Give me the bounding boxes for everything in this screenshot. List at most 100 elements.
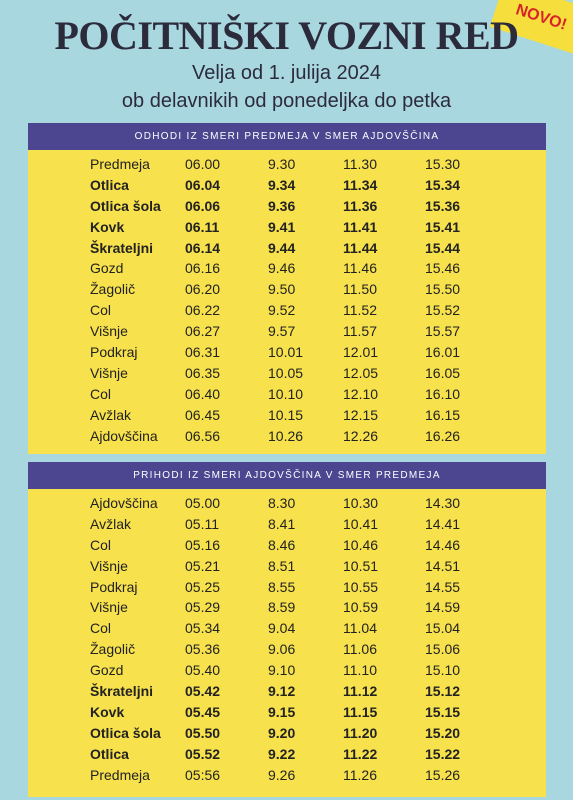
departure-time: 11.12 <box>343 683 378 700</box>
table-row: Otlica šola 06.06 9.36 11.36 15.36 <box>28 196 546 217</box>
departure-time: 11.57 <box>343 323 377 340</box>
departure-time: 06.27 <box>185 323 221 340</box>
stop-name: Avžlak <box>90 406 131 423</box>
departure-time: 14.51 <box>425 557 461 574</box>
departure-time: 15.44 <box>425 239 461 256</box>
departure-time: 10.51 <box>343 557 379 574</box>
stop-name: Avžlak <box>90 515 131 532</box>
table-row: Col 05.16 8.46 10.46 14.46 <box>28 535 546 556</box>
departure-time: 05.29 <box>185 599 221 616</box>
table-row: Avžlak 05.11 8.41 10.41 14.41 <box>28 514 546 535</box>
departure-time: 12.10 <box>343 385 379 402</box>
stop-name: Višnje <box>90 599 128 616</box>
departure-time: 06.40 <box>185 385 221 402</box>
table-row: Otlica 05.52 9.22 11.22 15.22 <box>28 744 546 765</box>
table-row: Gozd 05.40 9.10 11.10 15.10 <box>28 660 546 681</box>
departure-time: 11.06 <box>343 641 377 658</box>
stop-name: Predmeja <box>90 766 150 783</box>
table-row: Višnje 06.27 9.57 11.57 15.57 <box>28 321 546 342</box>
departure-time: 11.22 <box>343 745 378 762</box>
departure-time: 06.31 <box>185 344 221 361</box>
departure-time: 10.59 <box>343 599 379 616</box>
departure-time: 15.20 <box>425 724 461 741</box>
table-row: Otlica 06.04 9.34 11.34 15.34 <box>28 175 546 196</box>
departure-time: 12.15 <box>343 406 379 423</box>
departure-time: 9.06 <box>268 641 296 658</box>
departure-time: 10.05 <box>268 364 304 381</box>
departure-time: 06.06 <box>185 197 221 214</box>
departure-time: 06.35 <box>185 364 221 381</box>
departure-time: 8.55 <box>268 578 296 595</box>
departure-time: 10.26 <box>268 427 304 444</box>
departure-time: 11.15 <box>343 703 378 720</box>
departure-time: 15.46 <box>425 260 461 277</box>
departure-time: 16.10 <box>425 385 461 402</box>
departure-time: 11.04 <box>343 620 377 637</box>
departure-time: 8.46 <box>268 536 296 553</box>
table-row: Višnje 05.21 8.51 10.51 14.51 <box>28 556 546 577</box>
departure-time: 06.22 <box>185 302 221 319</box>
table-row: Žagolič 06.20 9.50 11.50 15.50 <box>28 279 546 300</box>
departure-time: 14.55 <box>425 578 461 595</box>
departure-time: 8.51 <box>268 557 296 574</box>
table-row: Kovk 06.11 9.41 11.41 15.41 <box>28 217 546 238</box>
departure-time: 05.21 <box>185 557 221 574</box>
departure-time: 9.10 <box>268 662 296 679</box>
stop-name: Col <box>90 385 112 402</box>
departure-time: 06.45 <box>185 406 221 423</box>
departure-time: 15.50 <box>425 281 461 298</box>
departure-time: 15.41 <box>425 218 461 235</box>
departure-time: 10.30 <box>343 495 379 511</box>
stop-name: Višnje <box>90 557 128 574</box>
departure-time: 12.05 <box>343 364 379 381</box>
departure-time: 12.26 <box>343 427 379 444</box>
departure-time: 11.52 <box>343 302 377 319</box>
departure-time: 05.00 <box>185 495 221 511</box>
stop-name: Otlica šola <box>90 197 161 214</box>
subtitle: Velja od 1. julija 2024 <box>191 62 382 84</box>
departure-time: 06.16 <box>185 260 221 277</box>
stop-name: Kovk <box>90 218 125 235</box>
departure-time: 11.50 <box>343 281 377 298</box>
departure-time: 9.26 <box>268 766 296 783</box>
table-row: Col 06.22 9.52 11.52 15.52 <box>28 300 546 321</box>
table-heading: ODHODI IZ SMERI PREDMEJA V SMER AJDOVŠČI… <box>28 123 546 150</box>
timetable: ODHODI IZ SMERI PREDMEJA V SMER AJDOVŠČI… <box>28 123 546 455</box>
departure-time: 11.44 <box>343 239 378 256</box>
departure-time: 15.15 <box>425 703 461 720</box>
departure-time: 15.12 <box>425 683 461 700</box>
departure-time: 11.46 <box>343 260 377 277</box>
departure-time: 8.41 <box>268 515 296 532</box>
departure-time: 9.34 <box>268 176 296 193</box>
departure-time: 10.41 <box>343 515 379 532</box>
departure-time: 05:56 <box>185 766 221 783</box>
departure-time: 05.42 <box>185 683 221 700</box>
stop-name: Žagolič <box>90 281 136 298</box>
departure-time: 14.41 <box>425 515 461 532</box>
departure-time: 15.30 <box>425 156 461 172</box>
departure-time: 15.52 <box>425 302 461 319</box>
departure-time: 11.26 <box>343 766 377 783</box>
timetable: PRIHODI IZ SMERI AJDOVŠČINA V SMER PREDM… <box>28 462 546 798</box>
departure-time: 05.34 <box>185 620 221 637</box>
stop-name: Col <box>90 620 112 637</box>
departure-time: 14.46 <box>425 536 461 553</box>
table-row: Avžlak 06.45 10.15 12.15 16.15 <box>28 405 546 426</box>
departure-time: 8.30 <box>268 495 296 511</box>
stop-name: Ajdovščina <box>90 495 158 511</box>
departure-time: 05.25 <box>185 578 221 595</box>
table-row: Podkraj 05.25 8.55 10.55 14.55 <box>28 577 546 598</box>
table-row: Gozd 06.16 9.46 11.46 15.46 <box>28 258 546 279</box>
departure-time: 9.20 <box>268 724 296 741</box>
departure-time: 16.26 <box>425 427 461 444</box>
table-row: Žagolič 05.36 9.06 11.06 15.06 <box>28 639 546 660</box>
departure-time: 05.11 <box>185 515 219 532</box>
departure-time: 11.20 <box>343 724 378 741</box>
departure-time: 10.46 <box>343 536 379 553</box>
departure-time: 15.26 <box>425 766 461 783</box>
departure-time: 05.40 <box>185 662 221 679</box>
departure-time: 06.04 <box>185 176 221 193</box>
departure-time: 05.16 <box>185 536 221 553</box>
departure-time: 06.14 <box>185 239 221 256</box>
departure-time: 06.20 <box>185 281 221 298</box>
